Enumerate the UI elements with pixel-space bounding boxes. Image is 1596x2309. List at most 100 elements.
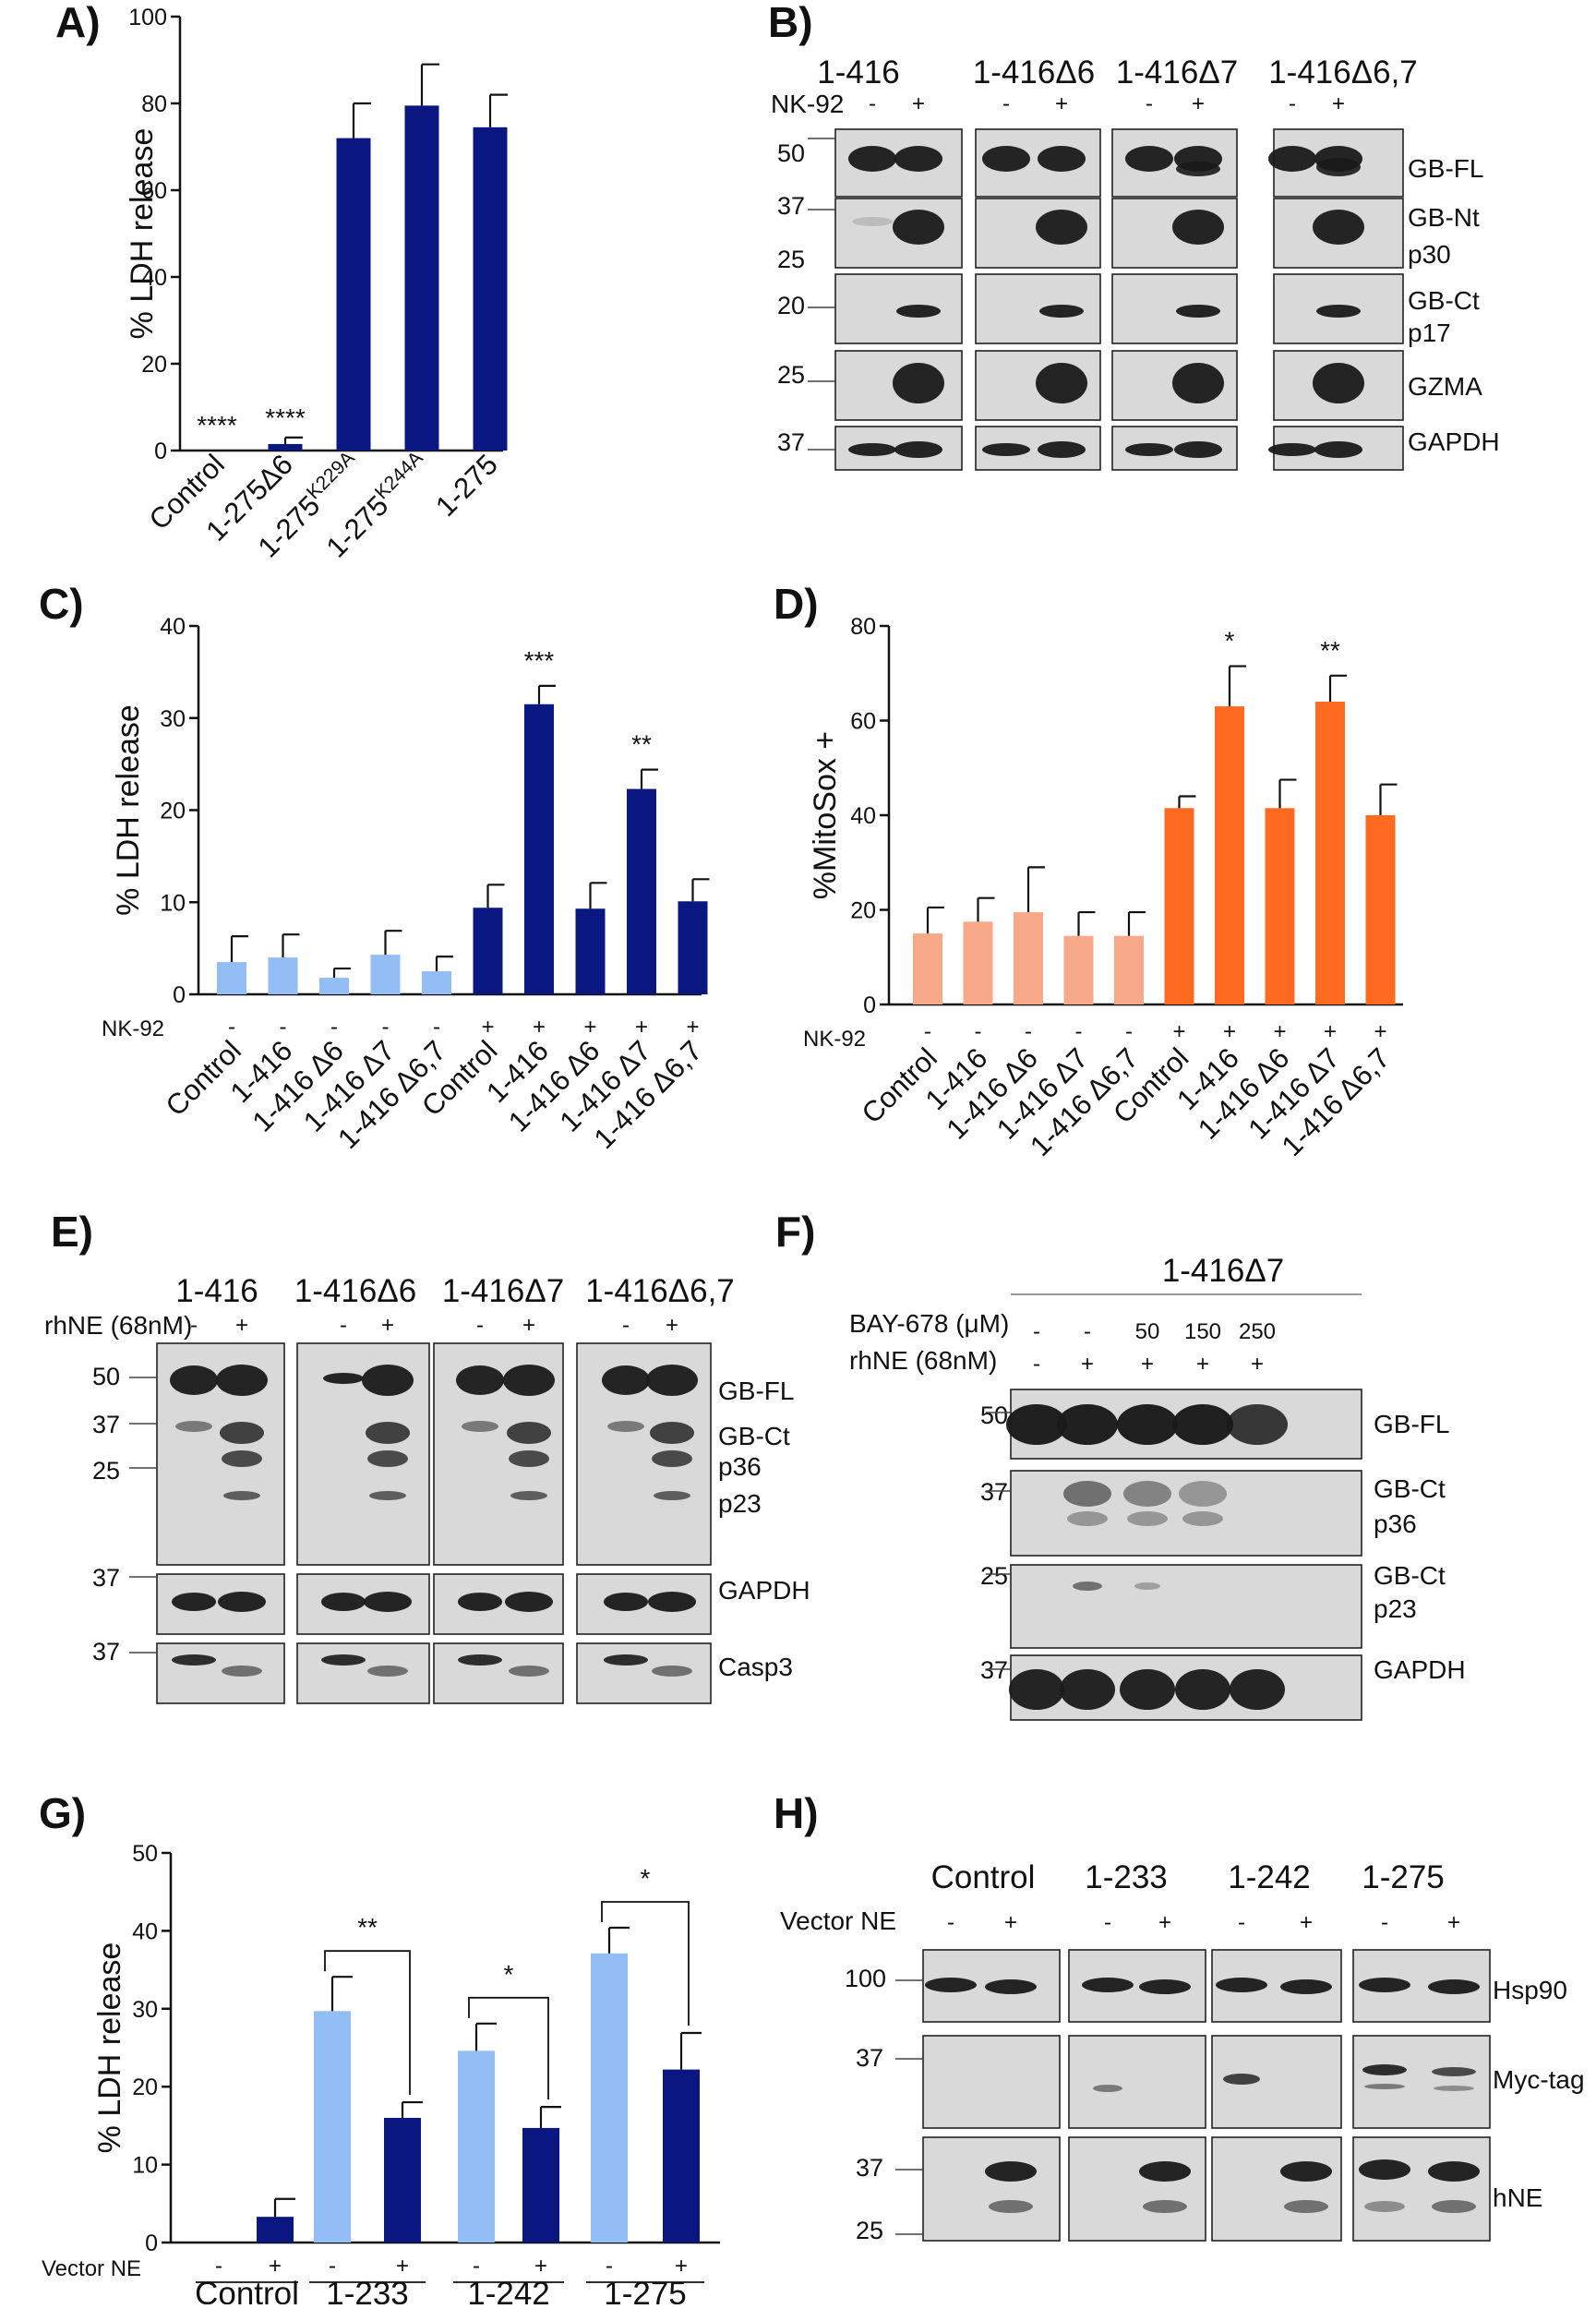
bar — [1114, 935, 1144, 1004]
mw-marker: 37 — [777, 428, 805, 456]
blot-band — [652, 1666, 692, 1677]
mw-marker: 20 — [777, 292, 805, 319]
y-tick-label: 40 — [850, 803, 876, 829]
blot-e-construct-2: 1-416Δ6 — [294, 1273, 416, 1309]
panel-label-g: G) — [39, 1789, 86, 1837]
x-category-label: 1-275 — [429, 448, 504, 523]
treatment-sign: + — [1172, 1019, 1185, 1044]
mw-marker: 50 — [92, 1363, 120, 1390]
blot-frame — [1010, 1564, 1362, 1649]
blot-b-lane: + — [1192, 91, 1205, 116]
bar — [404, 105, 439, 451]
blot-band — [321, 1593, 366, 1611]
bar — [384, 2117, 421, 2243]
blot-band — [1039, 305, 1084, 318]
bar — [522, 2127, 559, 2243]
blot-b-construct-1: 1-416 — [817, 54, 900, 90]
mw-marker: 50 — [777, 139, 805, 167]
bar — [370, 955, 401, 994]
blot-f-row-label: GAPDH — [1374, 1655, 1466, 1684]
blot-band — [1143, 2200, 1187, 2213]
blot-band — [1227, 1404, 1288, 1445]
mw-marker: 50 — [980, 1401, 1008, 1429]
treatment-sign: + — [396, 2254, 409, 2279]
treatment-sign: - — [433, 1015, 440, 1040]
blot-band — [652, 1450, 692, 1467]
blot-band — [1313, 363, 1364, 403]
blot-band — [509, 1450, 549, 1467]
blot-band — [1314, 441, 1362, 458]
blot-band — [1120, 1669, 1175, 1710]
blot-e-lane: + — [235, 1313, 248, 1338]
panel-label-e: E) — [51, 1208, 93, 1256]
blot-band — [1362, 2064, 1407, 2075]
blot-band — [1134, 1582, 1160, 1590]
blot-b-row-label: GZMA — [1408, 372, 1482, 401]
blot-h-label: hNE — [1493, 2183, 1542, 2212]
blot-band — [985, 1979, 1037, 1994]
blot-b-row-label: GB-Ct — [1408, 286, 1480, 315]
blot-f-inhibitor-label: BAY-678 (μM) — [849, 1309, 1009, 1338]
blot-band — [1139, 2161, 1191, 2182]
bar — [1365, 815, 1396, 1004]
blot-b-construct-3: 1-416Δ7 — [1116, 54, 1238, 90]
blot-b-image — [808, 128, 1404, 471]
blot-b-treatment-label: NK-92 — [771, 90, 844, 118]
blot-b-lane: + — [1055, 91, 1068, 116]
mw-marker: 37 — [92, 1638, 120, 1666]
treatment-sign: - — [228, 1015, 235, 1040]
y-tick-label: 0 — [154, 439, 167, 464]
treatment-label: NK-92 — [803, 1027, 866, 1052]
bar — [268, 443, 303, 451]
bar — [257, 2217, 294, 2243]
blot-f-lane-header: - - 50 150 250 - + + + + — [1033, 1319, 1276, 1377]
blot-band — [507, 1422, 551, 1444]
bar — [1063, 935, 1094, 1004]
blot-b-row-sublabel: p17 — [1408, 319, 1451, 347]
blot-band — [1313, 210, 1364, 245]
blot-band — [852, 217, 893, 226]
blot-band — [1067, 1511, 1108, 1526]
blot-band — [1359, 2159, 1410, 2180]
blot-band — [364, 1592, 412, 1612]
blot-f-treatment-label: rhNE (68nM) — [849, 1346, 997, 1375]
blot-band — [1172, 1404, 1233, 1445]
blot-band — [1123, 1481, 1171, 1507]
blot-f-row-sublabel: p23 — [1374, 1594, 1417, 1623]
blot-band — [648, 1592, 696, 1612]
group-label: 1-275 — [604, 2276, 687, 2304]
blot-e-lane: + — [666, 1313, 678, 1338]
blot-band — [1428, 2161, 1480, 2182]
blot-band — [172, 1593, 216, 1611]
blot-frame — [576, 1642, 712, 1704]
blot-band — [222, 1450, 262, 1467]
blot-b-construct-2: 1-416Δ6 — [973, 54, 1095, 90]
blot-band — [367, 1666, 408, 1677]
treatment-sign: - — [280, 1015, 287, 1040]
blot-band — [456, 1365, 504, 1395]
y-tick-label: 20 — [132, 2074, 158, 2100]
blot-e-label: GB-FL — [718, 1377, 794, 1405]
blot-band — [1428, 1979, 1480, 1994]
bar — [1215, 706, 1244, 1004]
blot-band — [362, 1365, 414, 1396]
blot-band — [982, 146, 1030, 172]
bar — [1265, 808, 1295, 1004]
treatment-label: Vector NE — [42, 2256, 141, 2281]
inhibitor-dose: 150 — [1184, 1319, 1221, 1344]
blot-h-image — [895, 1949, 1491, 2242]
blot-band — [505, 1592, 553, 1612]
mw-marker: 37 — [92, 1564, 120, 1592]
blot-band — [1182, 1511, 1223, 1526]
blot-b-lane: - — [1002, 91, 1010, 116]
panel-label-f: F) — [775, 1208, 815, 1256]
y-tick-label: 80 — [141, 91, 167, 117]
blot-band — [1280, 1979, 1332, 1994]
blot-band — [1038, 146, 1086, 172]
blot-band — [602, 1365, 650, 1395]
blot-band — [1117, 1404, 1178, 1445]
significance-label: *** — [524, 646, 555, 675]
blot-e-construct-4: 1-416Δ6,7 — [585, 1273, 735, 1309]
blot-band — [893, 363, 944, 403]
